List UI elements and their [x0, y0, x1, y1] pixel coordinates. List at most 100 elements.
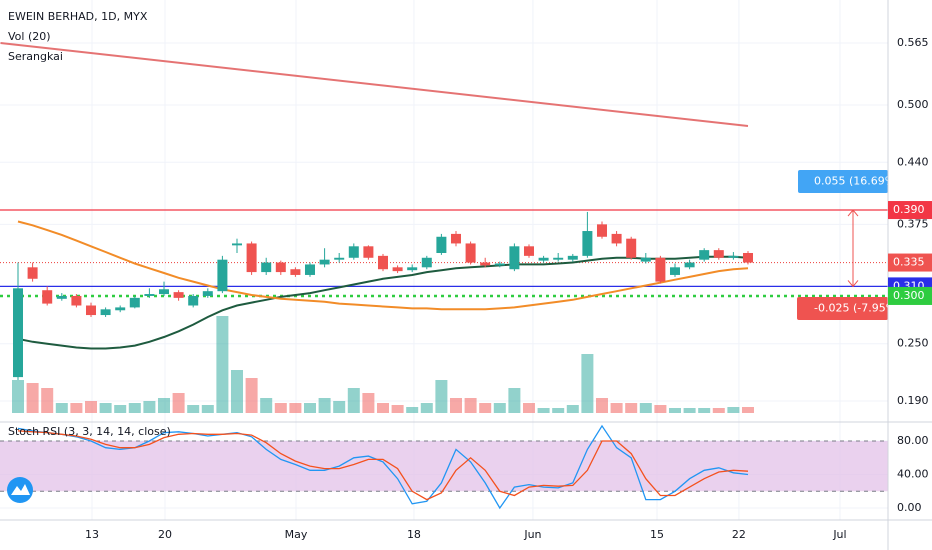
volume-bar: [741, 407, 754, 413]
candle-body: [669, 267, 680, 275]
y-tick-label: 40.00: [897, 468, 929, 481]
candle-body: [348, 246, 359, 258]
candle-body: [304, 264, 315, 275]
candle-body: [363, 246, 374, 258]
volume-bar: [216, 316, 229, 413]
volume-bar: [712, 408, 725, 413]
volume-bar: [508, 388, 521, 413]
volume-bar: [639, 403, 652, 413]
candle-body: [480, 262, 491, 266]
candle-body: [27, 267, 38, 279]
y-tick-label: 0.500: [897, 98, 929, 111]
moving-average: [17, 220, 749, 311]
price-label-box: [888, 253, 932, 272]
volume-bar: [654, 405, 667, 413]
volume-bar: [420, 403, 433, 413]
x-tick-label: 15: [650, 528, 664, 541]
candle-body: [699, 250, 710, 260]
y-tick-label: 0.190: [897, 394, 929, 407]
candle-body: [640, 257, 651, 262]
candle-body: [100, 309, 111, 316]
indicator-label: Serangkai: [8, 50, 63, 63]
volume-bar: [114, 405, 127, 413]
volume-bar: [157, 398, 170, 413]
candle-body: [56, 295, 67, 299]
x-tick-label: May: [285, 528, 308, 541]
volume-bar: [70, 403, 83, 413]
y-tick-label: 0.250: [897, 337, 929, 350]
x-tick-label: Jun: [523, 528, 541, 541]
candle-body: [596, 224, 607, 237]
measure-box: [798, 170, 888, 193]
indicator-label: Vol (20): [8, 30, 51, 43]
candle-body: [42, 290, 53, 304]
measure-label: 0.055 (16.69%) 1: [814, 175, 910, 188]
candle-body: [465, 243, 476, 263]
candle-body: [421, 257, 432, 268]
measure-label: -0.025 (-7.95%): [814, 302, 900, 315]
price-label-box: [888, 286, 932, 305]
volume-bar: [552, 408, 565, 413]
volume-bar: [391, 405, 404, 413]
volume-bar: [376, 403, 389, 413]
volume-bar: [303, 403, 316, 413]
price-label: 0.390: [893, 203, 925, 216]
volume-bar: [595, 398, 608, 413]
band-fill: [0, 441, 888, 492]
candle-body: [684, 262, 695, 268]
candle-body: [319, 259, 330, 265]
candle-body: [553, 257, 564, 260]
x-tick-label: Jul: [832, 528, 846, 541]
candle-body: [261, 262, 272, 273]
candle-body: [728, 255, 739, 258]
candle-body: [86, 305, 97, 316]
candle-body: [509, 246, 520, 270]
volume-bar: [727, 407, 740, 413]
y-tick-label: 0.440: [897, 155, 929, 168]
rsi-line: [17, 430, 749, 501]
y-tick-label: 0.00: [897, 501, 922, 514]
volume-bar: [289, 403, 302, 413]
volume-bar: [201, 405, 214, 413]
volume-bar: [318, 398, 331, 413]
candle-body: [217, 259, 228, 292]
volume-bar: [566, 405, 579, 413]
volume-bar: [449, 398, 462, 413]
logo[interactable]: [7, 477, 33, 503]
volume-bar: [12, 380, 25, 413]
y-tick-label: 0.565: [897, 36, 929, 49]
volume-bar: [187, 405, 200, 413]
volume-bar: [41, 388, 54, 413]
candle-body: [407, 267, 418, 271]
x-tick-label: 22: [732, 528, 746, 541]
volume-bar: [55, 403, 68, 413]
price-label: 0.300: [893, 289, 925, 302]
candle-body: [188, 295, 199, 306]
volume-bar: [406, 407, 419, 413]
rsi-line: [17, 424, 749, 510]
plot: 0.055 (16.69%) 1 -0.025 (-7.95%): [0, 41, 910, 510]
volume-bar: [333, 401, 346, 413]
volume-bar: [581, 354, 594, 413]
volume-bar: [537, 408, 550, 413]
x-tick-label: 18: [407, 528, 421, 541]
x-tick-label: 20: [158, 528, 172, 541]
candle-body: [173, 292, 184, 298]
moving-average: [17, 255, 749, 350]
logo-icon[interactable]: [11, 484, 30, 495]
trend-line: [0, 41, 749, 128]
candle-body: [538, 257, 549, 261]
candle-body: [523, 246, 534, 256]
volume-bar: [625, 403, 638, 413]
chart-title: EWEIN BERHAD, 1D, MYX: [8, 10, 148, 23]
candle-body: [494, 263, 505, 266]
volume-bar: [435, 380, 448, 413]
candle-body: [450, 233, 461, 244]
volume-bar: [610, 403, 623, 413]
volume-bar: [143, 401, 156, 413]
candle-body: [582, 231, 593, 256]
candle-body: [611, 233, 622, 244]
candle-body: [129, 297, 140, 308]
volume-bar: [26, 383, 39, 413]
